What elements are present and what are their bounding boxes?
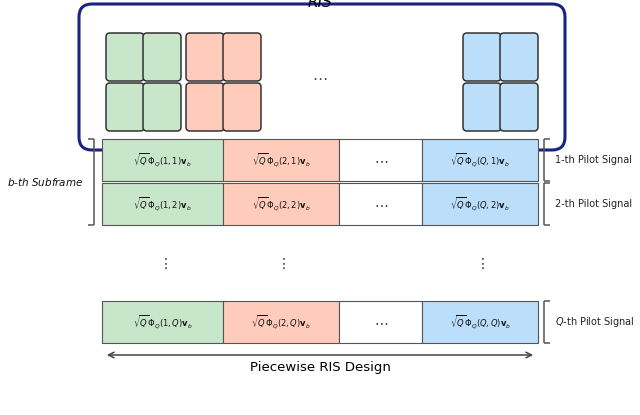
Bar: [102, 301, 223, 343]
Bar: [223, 183, 339, 225]
Text: $b$-th Subframe: $b$-th Subframe: [6, 176, 83, 188]
FancyBboxPatch shape: [106, 33, 144, 81]
FancyBboxPatch shape: [79, 4, 565, 150]
Bar: [339, 183, 422, 225]
Text: RIS: RIS: [308, 0, 332, 10]
Bar: [223, 139, 339, 181]
FancyBboxPatch shape: [463, 83, 501, 131]
Text: $\sqrt{Q}\Phi_Q(1,2)\mathbf{v}_b$: $\sqrt{Q}\Phi_Q(1,2)\mathbf{v}_b$: [134, 195, 192, 212]
Text: $\sqrt{Q}\Phi_Q(Q,Q)\mathbf{v}_b$: $\sqrt{Q}\Phi_Q(Q,Q)\mathbf{v}_b$: [450, 313, 511, 331]
FancyBboxPatch shape: [463, 33, 501, 81]
Bar: [422, 301, 538, 343]
FancyBboxPatch shape: [143, 83, 181, 131]
FancyBboxPatch shape: [500, 83, 538, 131]
Text: $\vdots$: $\vdots$: [276, 256, 286, 271]
Bar: [422, 139, 538, 181]
FancyBboxPatch shape: [186, 83, 224, 131]
Text: Piecewise RIS Design: Piecewise RIS Design: [250, 361, 390, 374]
Text: $\cdots$: $\cdots$: [374, 315, 388, 329]
Text: $\vdots$: $\vdots$: [476, 256, 485, 271]
Bar: [339, 139, 422, 181]
Text: $\sqrt{Q}\Phi_Q(2,2)\mathbf{v}_b$: $\sqrt{Q}\Phi_Q(2,2)\mathbf{v}_b$: [252, 195, 310, 212]
FancyBboxPatch shape: [223, 33, 261, 81]
Bar: [339, 301, 422, 343]
Text: $\sqrt{Q}\Phi_Q(2,1)\mathbf{v}_b$: $\sqrt{Q}\Phi_Q(2,1)\mathbf{v}_b$: [252, 151, 310, 168]
FancyBboxPatch shape: [106, 83, 144, 131]
Text: $\sqrt{Q}\Phi_Q(Q,2)\mathbf{v}_b$: $\sqrt{Q}\Phi_Q(Q,2)\mathbf{v}_b$: [451, 195, 510, 212]
Text: $\sqrt{Q}\Phi_Q(2,Q)\mathbf{v}_b$: $\sqrt{Q}\Phi_Q(2,Q)\mathbf{v}_b$: [252, 313, 311, 331]
Text: 1-th Pilot Signal: 1-th Pilot Signal: [555, 155, 632, 165]
Text: $\cdots$: $\cdots$: [374, 153, 388, 167]
FancyBboxPatch shape: [143, 33, 181, 81]
FancyBboxPatch shape: [500, 33, 538, 81]
Text: $\sqrt{Q}\Phi_Q(Q,1)\mathbf{v}_b$: $\sqrt{Q}\Phi_Q(Q,1)\mathbf{v}_b$: [451, 151, 510, 168]
Text: $\sqrt{Q}\Phi_Q(1,Q)\mathbf{v}_b$: $\sqrt{Q}\Phi_Q(1,Q)\mathbf{v}_b$: [133, 313, 193, 331]
Bar: [422, 183, 538, 225]
Text: $Q$-th Pilot Signal: $Q$-th Pilot Signal: [555, 315, 634, 329]
Bar: [223, 301, 339, 343]
Text: $\cdots$: $\cdots$: [312, 69, 328, 85]
Bar: [102, 139, 223, 181]
Text: $\sqrt{Q}\Phi_Q(1,1)\mathbf{v}_b$: $\sqrt{Q}\Phi_Q(1,1)\mathbf{v}_b$: [134, 151, 192, 168]
FancyBboxPatch shape: [223, 83, 261, 131]
Bar: [102, 183, 223, 225]
FancyBboxPatch shape: [186, 33, 224, 81]
Text: $\cdots$: $\cdots$: [374, 197, 388, 211]
Text: 2-th Pilot Signal: 2-th Pilot Signal: [555, 199, 632, 209]
Text: $\vdots$: $\vdots$: [158, 256, 168, 271]
